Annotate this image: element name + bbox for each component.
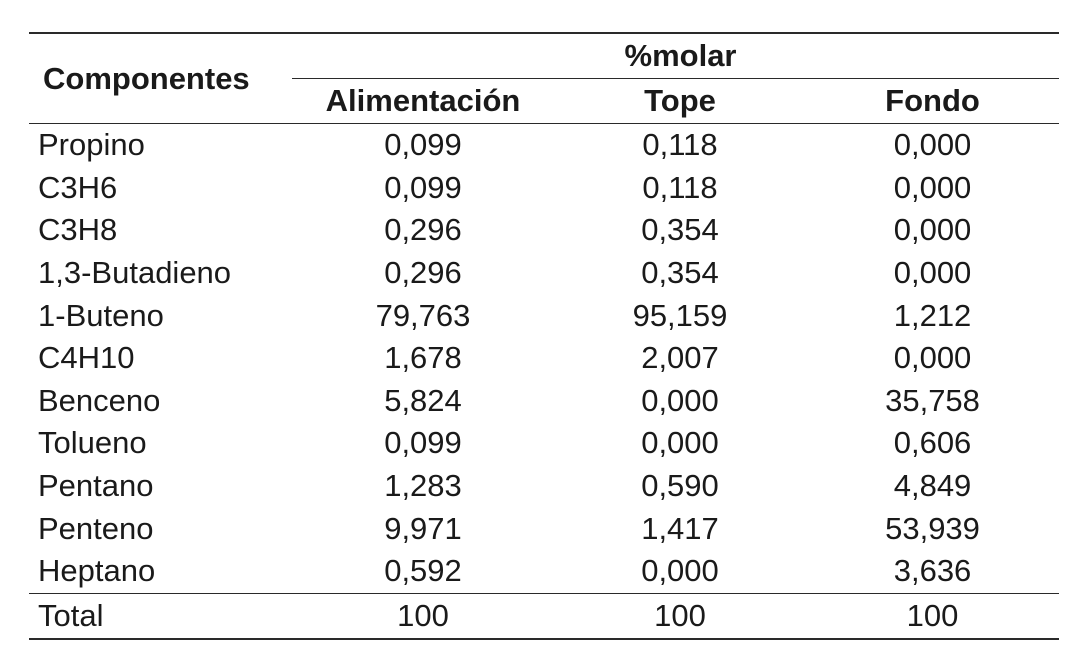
value-cell-feed: 5,824: [384, 382, 462, 418]
component-name-cell: C3H8: [38, 212, 118, 248]
table-row: Pentano 1,283 0,590 4,849: [29, 465, 1059, 508]
table-row: Propino 0,099 0,118 0,000: [29, 124, 1059, 167]
value-cell-bottom: 0,000: [893, 127, 972, 163]
table-row: C4H10 1,678 2,007 0,000: [29, 337, 1059, 380]
total-value-cell-top: 100: [554, 592, 806, 640]
table-body: Propino 0,099 0,118 0,000 C3H6 0,099 0,118 0,00…: [29, 124, 1060, 640]
molar-percent-group-header: %molar: [292, 32, 1060, 79]
table-row: C3H6 0,099 0,118 0,000: [29, 167, 1059, 210]
value-cell-bottom: 0,000: [893, 212, 972, 248]
total-row: Total 100 100 100: [29, 592, 1060, 640]
value-cell-bottom: 0,000: [893, 169, 972, 205]
value-cell-bottom: 0,000: [893, 340, 972, 376]
value-cell-top: 0,118: [642, 127, 718, 163]
value-cell-bottom: 35,758: [885, 382, 980, 418]
total-value-cell-feed: 100: [292, 592, 554, 640]
component-name-cell: Propino: [38, 127, 145, 163]
table-row: Tolueno 0,099 0,000 0,606: [29, 422, 1059, 465]
value-cell-top: 95,159: [632, 297, 728, 333]
table-row: 1,3-Butadieno 0,296 0,354 0,000: [29, 252, 1059, 295]
value-cell-feed: 0,296: [384, 212, 462, 248]
value-cell-feed: 9,971: [384, 510, 462, 546]
value-cell-bottom: 53,939: [885, 510, 980, 546]
value-cell-top: 0,000: [641, 382, 719, 418]
value-cell-feed: 79,763: [375, 297, 471, 333]
value-cell-feed: 0,296: [384, 255, 462, 291]
table-row: Penteno 9,971 1,417 53,939: [29, 507, 1059, 550]
column-header-bottom: Fondo: [806, 78, 1060, 124]
component-name-cell: Benceno: [38, 382, 161, 418]
value-cell-top: 0,118: [642, 169, 718, 205]
column-header-top: Tope: [554, 78, 806, 124]
value-cell-top: 0,000: [641, 553, 719, 589]
value-cell-bottom: 4,849: [893, 468, 972, 504]
value-cell-top: 2,007: [641, 340, 719, 376]
component-name-cell: Penteno: [38, 510, 154, 546]
column-header-feed: Alimentación: [292, 78, 554, 124]
value-cell-top: 0,590: [641, 468, 719, 504]
value-cell-feed: 0,592: [384, 553, 462, 589]
value-cell-top: 0,000: [641, 425, 719, 461]
component-name-cell: C3H6: [38, 169, 118, 205]
component-name-cell: C4H10: [38, 340, 135, 376]
table-row: C3H8 0,296 0,354 0,000: [29, 209, 1059, 252]
component-name-cell: 1-Buteno: [38, 297, 164, 333]
value-cell-bottom: 1,212: [893, 297, 972, 333]
component-name-cell: Tolueno: [38, 425, 147, 461]
value-cell-top: 0,354: [641, 255, 719, 291]
component-name-cell: Pentano: [38, 468, 154, 504]
total-label-cell: Total: [29, 592, 292, 640]
value-cell-top: 0,354: [641, 212, 719, 248]
value-cell-bottom: 0,606: [893, 425, 972, 461]
component-name-cell: Heptano: [38, 553, 156, 589]
value-cell-feed: 0,099: [384, 425, 462, 461]
value-cell-feed: 0,099: [384, 127, 462, 163]
table-row: Benceno 5,824 0,000 35,758: [29, 380, 1059, 423]
value-cell-feed: 0,099: [384, 169, 462, 205]
molar-percent-label: %molar: [624, 38, 737, 73]
composition-table-container: Componentes %molar Alimentación Tope Fon…: [29, 32, 1060, 640]
value-cell-top: 1,417: [641, 510, 719, 546]
value-cell-feed: 1,678: [384, 340, 462, 376]
table-row: 1-Buteno 79,763 95,159 1,212: [29, 294, 1059, 337]
molar-composition-table: Componentes %molar Alimentación Tope Fon…: [29, 32, 1060, 640]
components-column-header: Componentes: [29, 32, 292, 124]
table-header: Componentes %molar Alimentación Tope Fon…: [29, 32, 1060, 124]
total-value-cell-bottom: 100: [806, 592, 1060, 640]
table-row: Heptano 0,592 0,000 3,636: [29, 550, 1059, 593]
value-cell-bottom: 3,636: [893, 553, 972, 589]
value-cell-feed: 1,283: [384, 468, 462, 504]
value-cell-bottom: 0,000: [893, 255, 972, 291]
component-name-cell: 1,3-Butadieno: [38, 255, 232, 291]
